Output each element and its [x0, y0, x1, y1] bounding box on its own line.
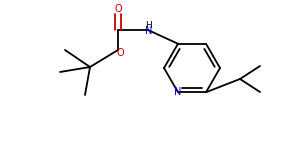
Text: N: N	[174, 87, 182, 97]
Text: N: N	[145, 26, 153, 36]
Text: H: H	[146, 20, 153, 30]
Text: O: O	[114, 4, 122, 14]
Text: O: O	[116, 48, 124, 58]
